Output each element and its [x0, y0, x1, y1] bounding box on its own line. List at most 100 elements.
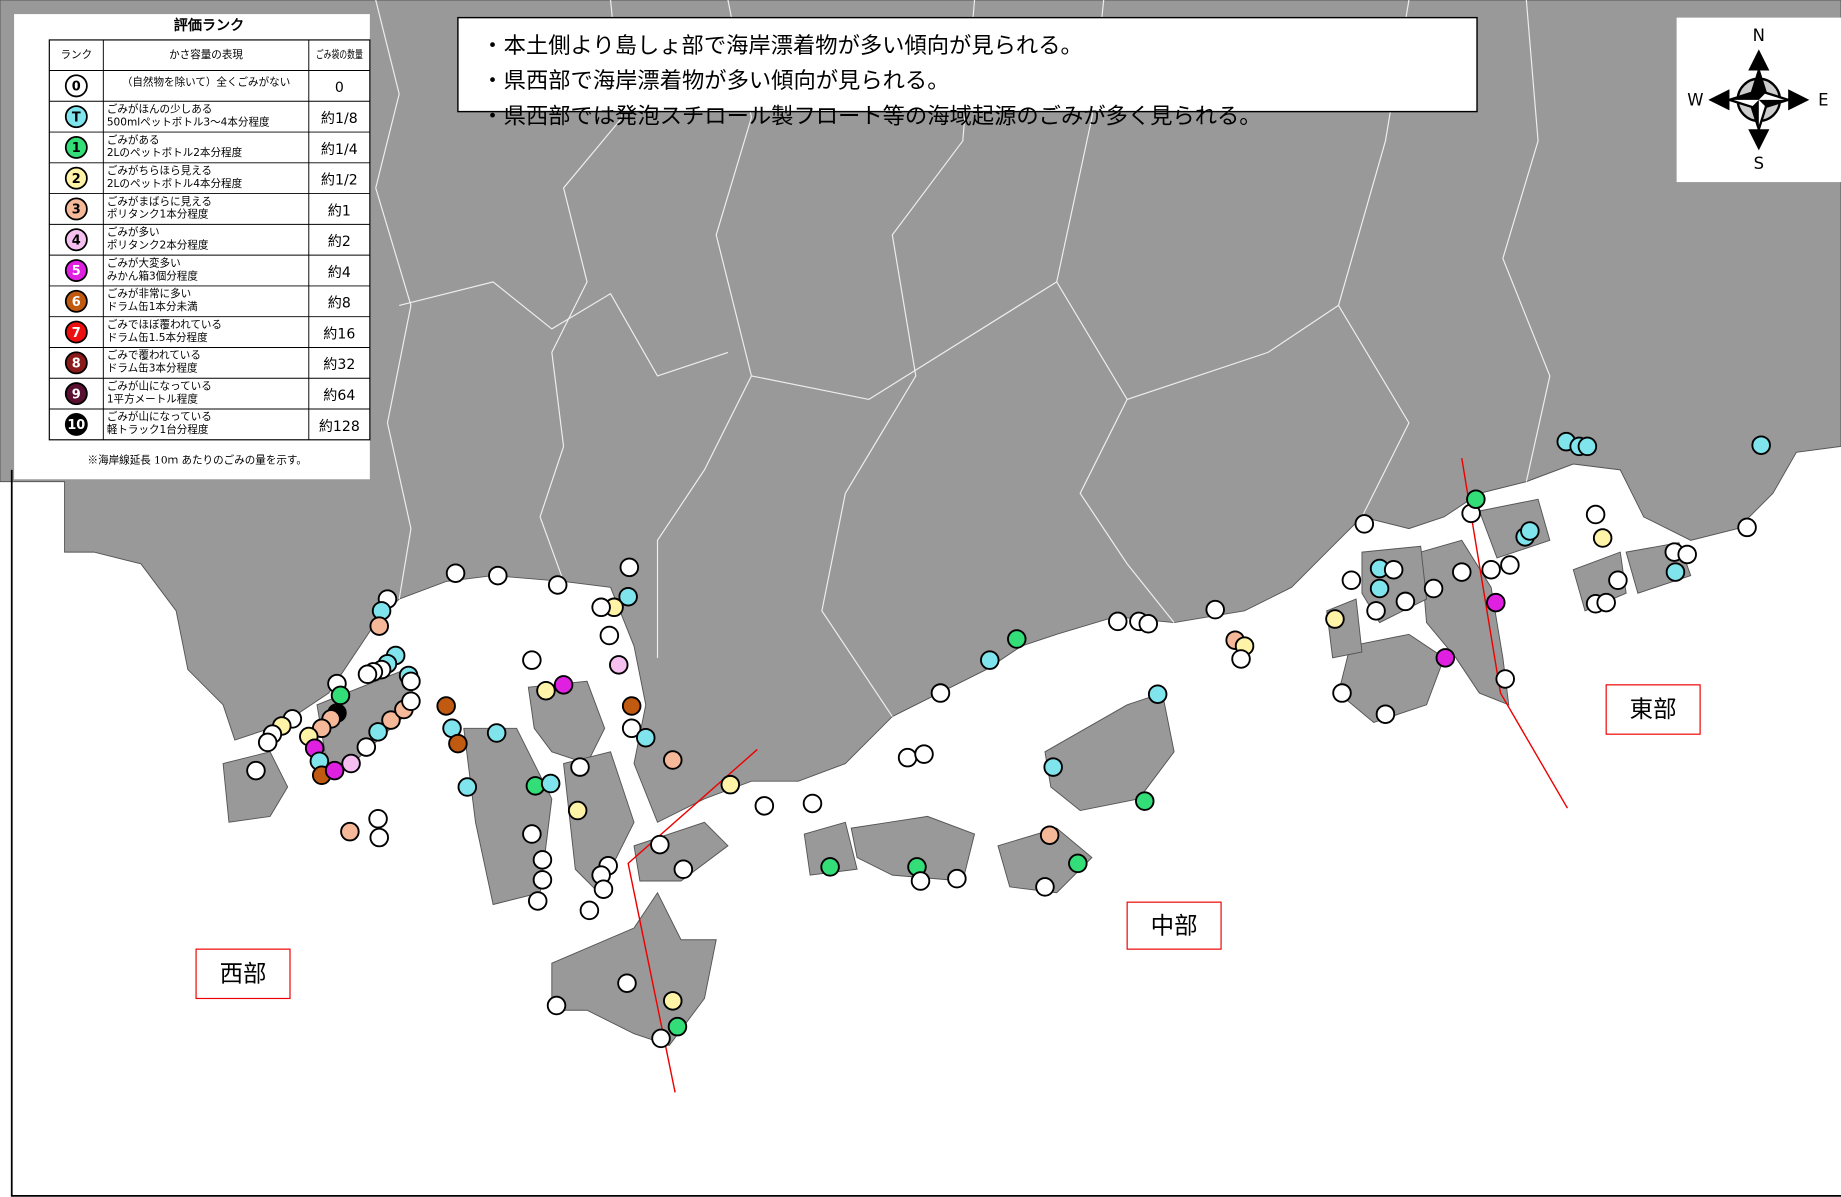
rank-description: ごみでほぼ覆われている	[107, 318, 222, 331]
rank-marker	[64, 74, 88, 98]
note: ・本土側より島しょ部で海岸漂着物が多い傾向が見られる。	[481, 33, 1082, 59]
rank-marker	[64, 289, 88, 313]
survey-point	[340, 821, 360, 842]
survey-point	[448, 733, 468, 754]
rank-description: （自然物を除いて）全くごみがない	[122, 75, 290, 88]
survey-point	[1035, 877, 1055, 897]
rank-description: ポリタンク1本分程度	[107, 208, 209, 221]
rank-description: ごみがほんの少しある	[107, 102, 212, 115]
survey-point	[1366, 601, 1386, 621]
survey-point	[532, 870, 553, 890]
rank-marker	[64, 135, 88, 159]
region-label: 西部	[220, 959, 267, 987]
survey-point	[980, 650, 1000, 670]
survey-points	[246, 431, 1771, 1049]
rank-label: 8	[72, 357, 81, 372]
survey-point	[1375, 704, 1396, 724]
rank-description: ごみが大変多い	[107, 256, 181, 269]
note: ・県西部では発泡スチロール製フロート等の海域起源のごみが多く見られる。	[481, 103, 1261, 129]
rank-label: 9	[72, 387, 81, 402]
survey-point	[486, 723, 507, 743]
rank-description: みかん箱3個分程度	[107, 269, 199, 282]
rank-label: T	[72, 110, 81, 125]
survey-point	[567, 800, 588, 821]
survey-point	[609, 655, 629, 675]
survey-point	[1577, 436, 1598, 457]
survey-point	[1138, 614, 1159, 634]
survey-point	[593, 879, 614, 899]
survey-point	[1466, 489, 1486, 509]
rank-label: 0	[72, 80, 81, 95]
survey-point	[914, 744, 934, 764]
rank-marker	[64, 382, 88, 406]
region-box	[1605, 684, 1701, 735]
survey-point	[1596, 592, 1616, 613]
survey-point	[540, 773, 561, 794]
survey-point	[1369, 578, 1390, 599]
rank-marker	[64, 320, 88, 344]
region-label: 中部	[1151, 911, 1198, 939]
rank-marker	[64, 351, 88, 375]
survey-point	[1481, 559, 1501, 580]
survey-point	[527, 891, 548, 911]
compass-n: N	[1753, 26, 1765, 45]
rank-description: 軽トラック1台分程度	[107, 423, 209, 436]
survey-point	[1665, 562, 1686, 582]
survey-point	[1043, 757, 1063, 777]
rank-amount: 約1/4	[321, 142, 358, 158]
rank-description: 2Lのペットボトル4本分程度	[107, 177, 243, 190]
rank-marker	[64, 197, 88, 221]
table-frame	[48, 39, 371, 441]
survey-point	[947, 868, 967, 889]
rank-amount: 0	[335, 80, 344, 96]
rank-description: ごみがちらほら見える	[107, 164, 212, 177]
rank-amount: 約1/8	[321, 111, 358, 127]
rank-marker	[64, 259, 88, 282]
survey-point	[820, 857, 840, 877]
notes-frame	[457, 16, 1478, 113]
survey-point	[619, 557, 640, 578]
survey-point	[1452, 562, 1472, 582]
compass: N S W E	[1676, 17, 1841, 183]
survey-point	[910, 871, 931, 891]
survey-point	[1147, 684, 1168, 704]
survey-point	[1395, 591, 1416, 612]
survey-point	[488, 565, 508, 586]
rank-description: 500mlペットボトル3～4本分程度	[107, 115, 270, 128]
legend-note: ※海岸線延長 10ｍ あたりのごみの量を示す。	[88, 453, 307, 466]
survey-point	[673, 859, 694, 880]
survey-point	[1677, 544, 1697, 565]
survey-point	[368, 809, 388, 829]
rank-amount: 約4	[328, 265, 351, 281]
survey-point	[1332, 683, 1352, 703]
compass-e: E	[1818, 91, 1828, 110]
survey-point	[1325, 609, 1345, 629]
region-box	[195, 948, 291, 1000]
islands	[222, 498, 1692, 1047]
survey-point	[897, 747, 918, 768]
rank-description: ごみで覆われている	[107, 349, 201, 362]
table-header: ランク	[60, 49, 92, 61]
survey-point	[570, 757, 590, 777]
rank-description: ごみが多い	[107, 226, 160, 239]
rank-label: 10	[67, 418, 85, 433]
survey-point	[369, 616, 389, 636]
survey-point	[457, 777, 478, 797]
survey-point	[546, 995, 567, 1016]
region-label: 東部	[1630, 695, 1677, 723]
rank-marker	[64, 105, 88, 129]
rank-marker	[64, 412, 88, 436]
rank-label: 7	[72, 326, 81, 341]
boundaries	[375, 0, 1551, 717]
division-lines	[627, 458, 1569, 1093]
rank-description: ごみが山になっている	[107, 410, 212, 423]
survey-point	[257, 732, 278, 753]
survey-point	[356, 737, 377, 757]
survey-point	[445, 563, 466, 583]
rank-label: 4	[72, 233, 81, 248]
note: ・県西部で海岸漂着物が多い傾向が見られる。	[481, 68, 949, 94]
survey-point	[663, 750, 683, 770]
survey-point	[368, 722, 388, 742]
survey-point	[1608, 570, 1628, 591]
